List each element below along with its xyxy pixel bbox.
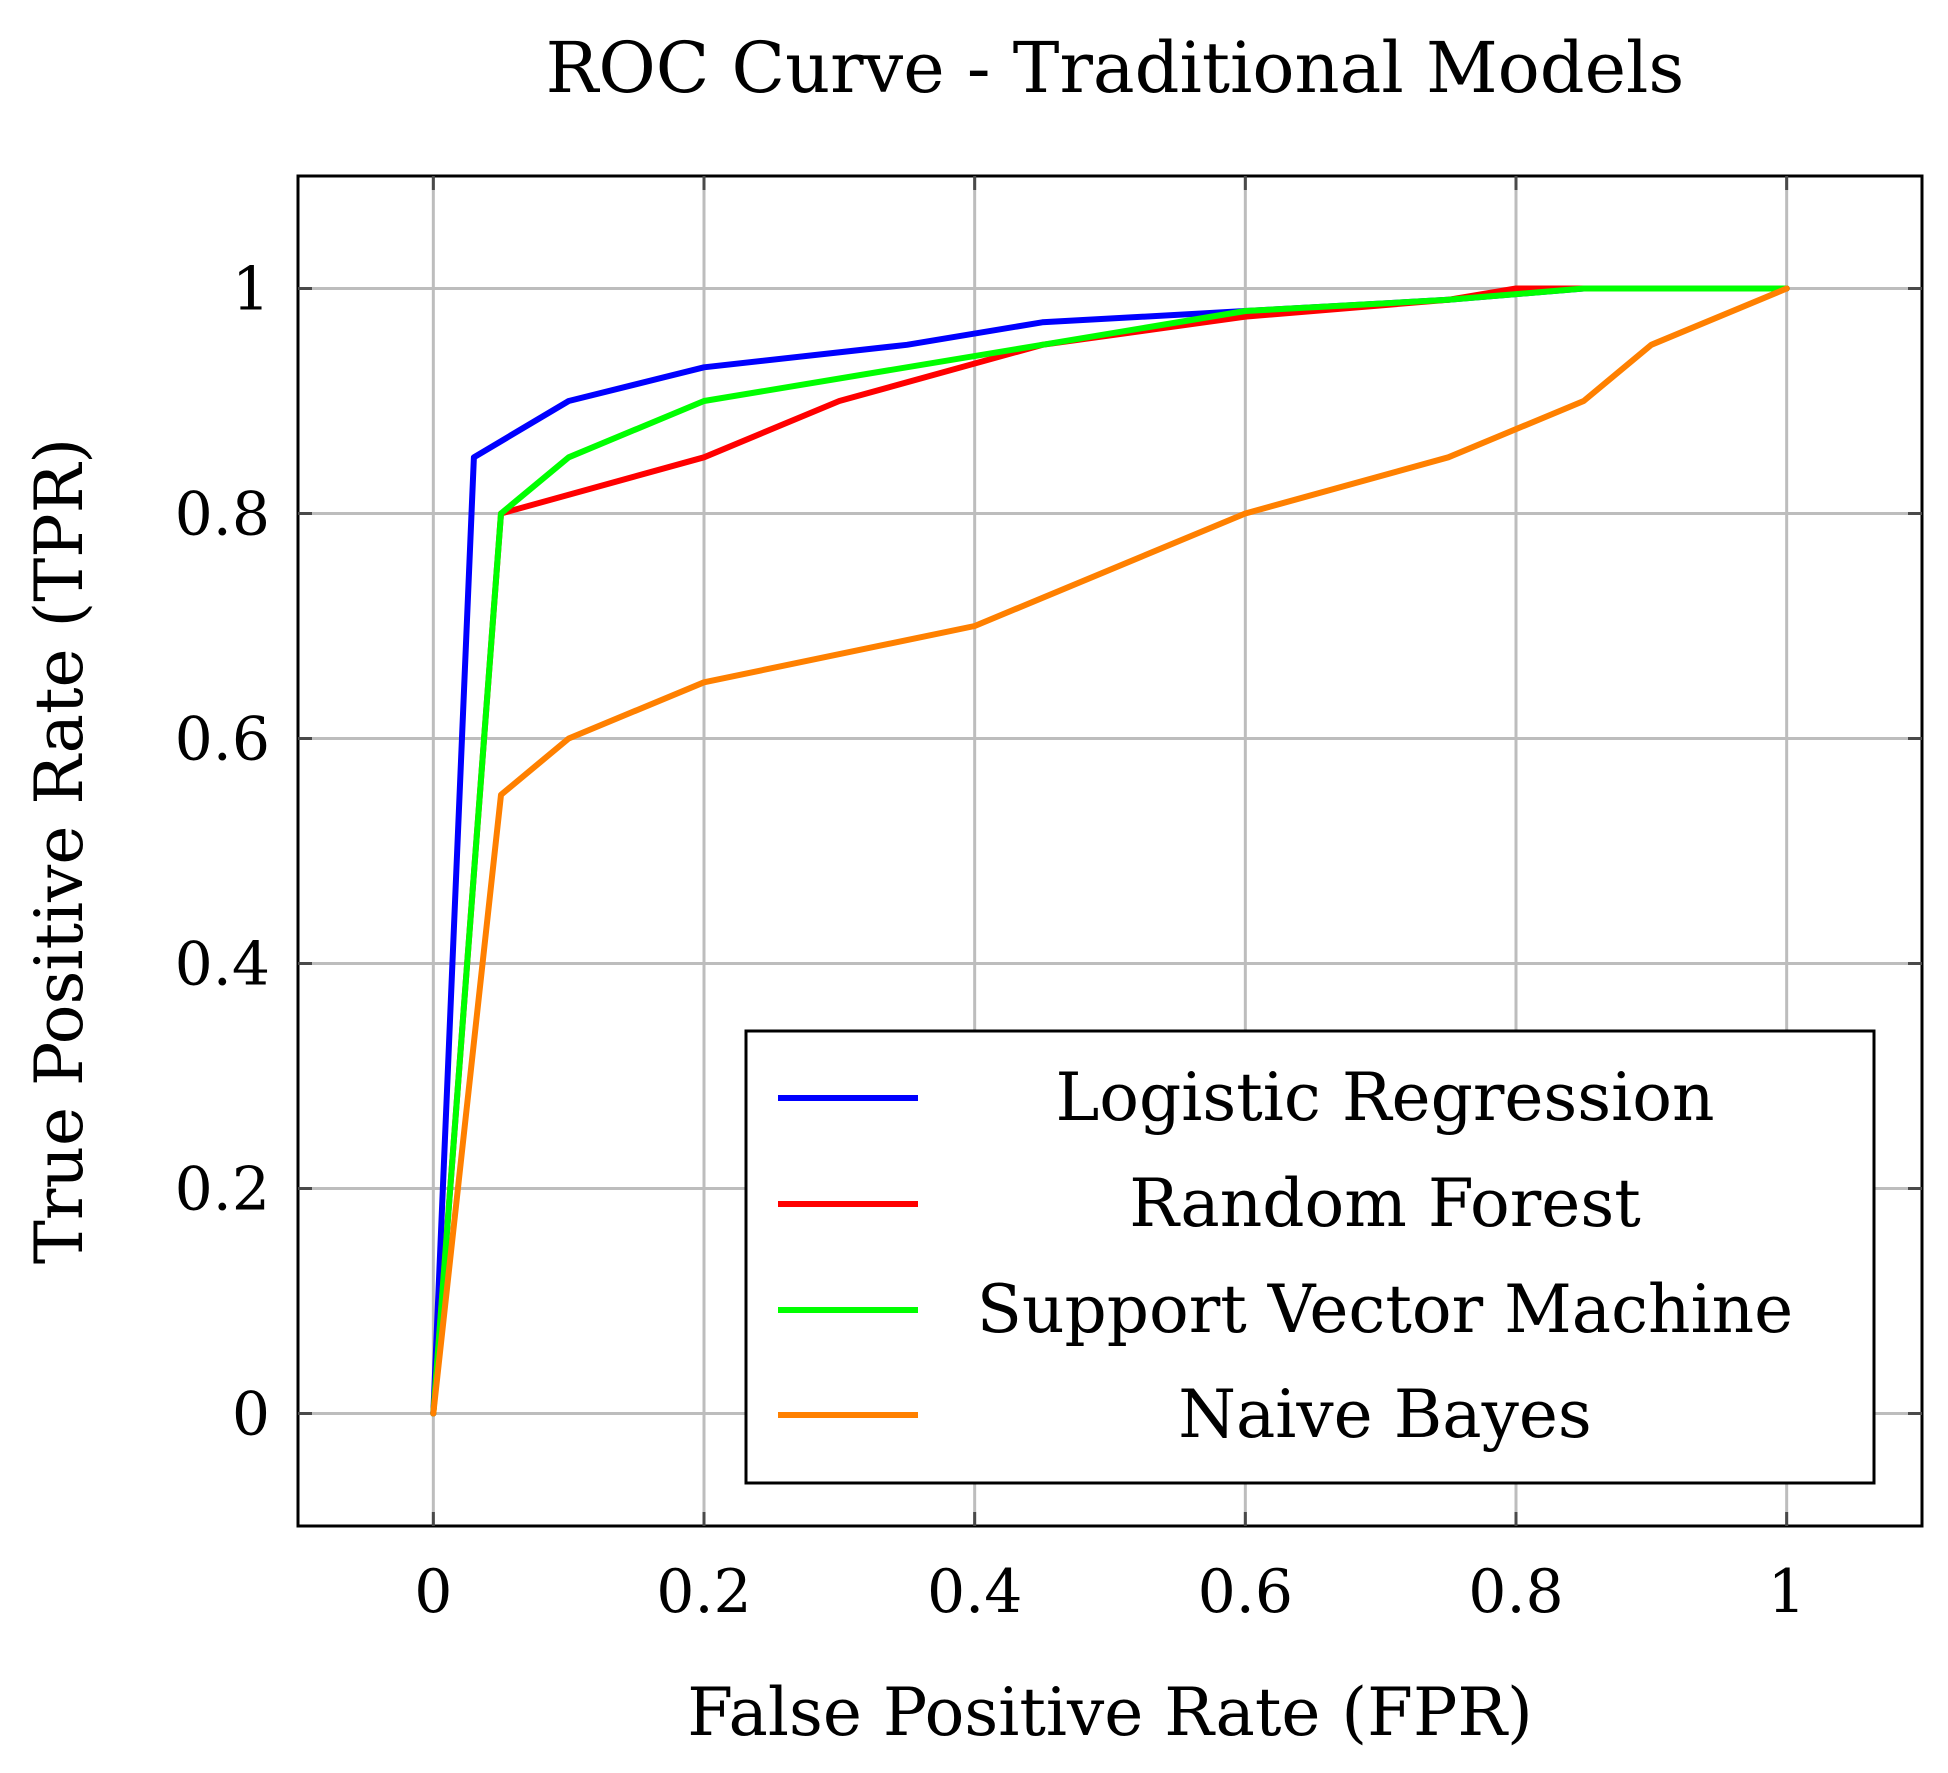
series-layer: [430, 285, 1790, 1417]
x-tick-label: 1: [1768, 1557, 1806, 1627]
x-tick-label: 0.4: [927, 1557, 1022, 1627]
x-tick-labels: 0 0.2 0.4 0.6 0.8 1: [414, 1557, 1806, 1627]
x-axis-label: False Positive Rate (FPR): [687, 1674, 1533, 1751]
x-tick-label: 0.6: [1198, 1557, 1293, 1627]
legend-label-logistic-regression: Logistic Regression: [1055, 1059, 1714, 1136]
chart-title: ROC Curve - Traditional Models: [546, 27, 1685, 109]
y-tick-label: 0: [232, 1380, 270, 1450]
ticks: [298, 176, 1922, 1526]
x-tick-label: 0.8: [1468, 1557, 1563, 1627]
legend: Logistic Regression Random Forest Support …: [744, 1029, 1876, 1485]
x-tick-label: 0.2: [656, 1557, 751, 1627]
legend-label-random-forest: Random Forest: [1129, 1165, 1641, 1242]
plot-frame: [296, 174, 1924, 1528]
y-tick-label: 0.4: [175, 930, 270, 1000]
legend-label-support-vector-machine: Support Vector Machine: [977, 1271, 1794, 1348]
legend-label-naive-bayes: Naive Bayes: [1178, 1376, 1592, 1453]
x-tick-label: 0: [414, 1557, 452, 1627]
grid: [298, 176, 1922, 1526]
series-line-naive-bayes: [430, 285, 1790, 1417]
y-tick-labels: 0 0.2 0.4 0.6 0.8 1: [175, 255, 270, 1450]
y-tick-label: 0.8: [175, 480, 270, 550]
y-tick-label: 0.2: [175, 1155, 270, 1225]
y-tick-label: 0.6: [175, 705, 270, 775]
y-tick-label: 1: [232, 255, 270, 325]
legend-box: [744, 1029, 1876, 1485]
y-axis-label: True Positive Rate (TPR): [21, 438, 98, 1264]
series-line-support-vector-machine: [430, 285, 1790, 1417]
